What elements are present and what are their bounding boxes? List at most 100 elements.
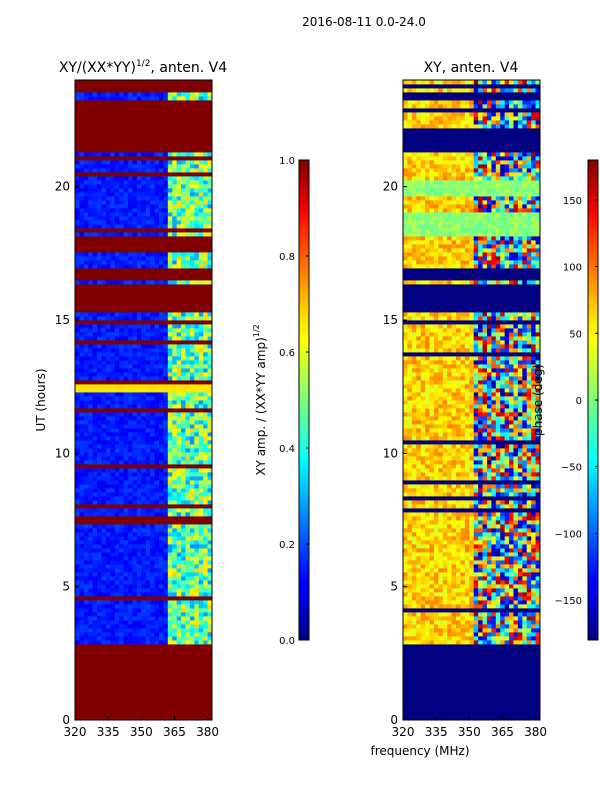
heatmap-cell [145,356,151,361]
heatmap-cell [207,572,213,577]
heatmap-cell [132,292,138,297]
heatmap-cell [119,468,125,473]
heatmap-cell [154,456,160,461]
heatmap-cell [194,384,200,389]
heatmap-cell [154,160,160,165]
heatmap-cell [101,688,107,693]
heatmap-cell [185,444,191,449]
amplitude-title-main: XY/(XX*YY) [59,60,136,76]
heatmap-cell [132,564,138,569]
heatmap-cell [141,328,147,333]
heatmap-cell [119,204,125,209]
heatmap-cell [75,412,80,417]
heatmap-cell [101,628,107,633]
heatmap-cell [167,372,173,377]
heatmap-cell [203,232,208,237]
heatmap-cell [123,92,129,97]
heatmap-cell [101,304,107,309]
heatmap-cell [203,456,208,461]
heatmap-cell [75,160,80,165]
heatmap-cell [79,400,85,405]
heatmap-cell [83,128,89,133]
heatmap-cell [141,704,147,709]
heatmap-cell [75,696,80,701]
heatmap-cell [123,420,129,425]
heatmap-cell [194,540,200,545]
heatmap-cell [79,216,85,221]
heatmap-cell [185,572,191,577]
heatmap-cell [114,428,120,433]
heatmap-cell [194,412,200,417]
heatmap-cell [181,232,186,237]
heatmap-cell [92,240,98,245]
heatmap-cell [207,504,213,509]
heatmap-cell [92,408,98,413]
heatmap-cell [185,456,191,461]
heatmap-cell [150,128,155,133]
heatmap-cell [132,132,138,137]
heatmap-cell [105,216,111,221]
heatmap-cell [119,700,125,705]
heatmap-cell [181,264,186,269]
heatmap-cell [141,456,147,461]
heatmap-cell [145,308,151,313]
heatmap-cell [92,620,98,625]
heatmap-cell [189,600,195,605]
heatmap-cell [101,500,107,505]
heatmap-cell [128,336,133,341]
heatmap-cell [75,648,80,653]
heatmap-cell [92,336,98,341]
heatmap-cell [203,656,208,661]
heatmap-cell [145,324,151,329]
heatmap-cell [150,180,155,185]
heatmap-cell [145,388,151,393]
heatmap-cell [207,352,213,357]
heatmap-cell [75,604,80,609]
heatmap-cell [132,428,138,433]
heatmap-cell [132,232,138,237]
heatmap-cell [181,600,186,605]
heatmap-cell [141,148,147,153]
heatmap-cell [203,512,208,517]
heatmap-cell [189,680,195,685]
heatmap-cell [75,488,80,493]
heatmap-cell [176,404,182,409]
heatmap-cell [189,556,195,561]
heatmap-cell [154,452,160,457]
heatmap-cell [132,488,138,493]
heatmap-cell [141,656,147,661]
heatmap-cell [150,372,155,377]
heatmap-cell [128,372,133,377]
heatmap-cell [101,576,107,581]
heatmap-cell [150,676,155,681]
heatmap-cell [194,276,200,281]
heatmap-cell [97,504,102,509]
heatmap-cell [97,372,102,377]
heatmap-cell [181,632,186,637]
heatmap-cell [154,96,160,101]
heatmap-cell [97,256,102,261]
heatmap-cell [105,540,111,545]
heatmap-cell [79,128,85,133]
heatmap-cell [141,640,147,645]
heatmap-cell [203,300,208,305]
heatmap-cell [198,476,204,481]
heatmap-cell [150,424,155,429]
heatmap-cell [136,420,142,425]
heatmap-cell [198,124,204,129]
heatmap-cell [110,604,116,609]
heatmap-cell [176,440,182,445]
heatmap-cell [136,228,142,233]
heatmap-cell [141,220,147,225]
heatmap-cell [181,328,186,333]
heatmap-cell [119,664,125,669]
heatmap-cell [119,320,125,325]
heatmap-cell [198,104,204,109]
heatmap-cell [198,632,204,637]
heatmap-cell [163,672,169,677]
heatmap-cell [132,256,138,261]
heatmap-cell [203,432,208,437]
heatmap-cell [75,656,80,661]
heatmap-cell [79,168,85,173]
heatmap-cell [163,564,169,569]
